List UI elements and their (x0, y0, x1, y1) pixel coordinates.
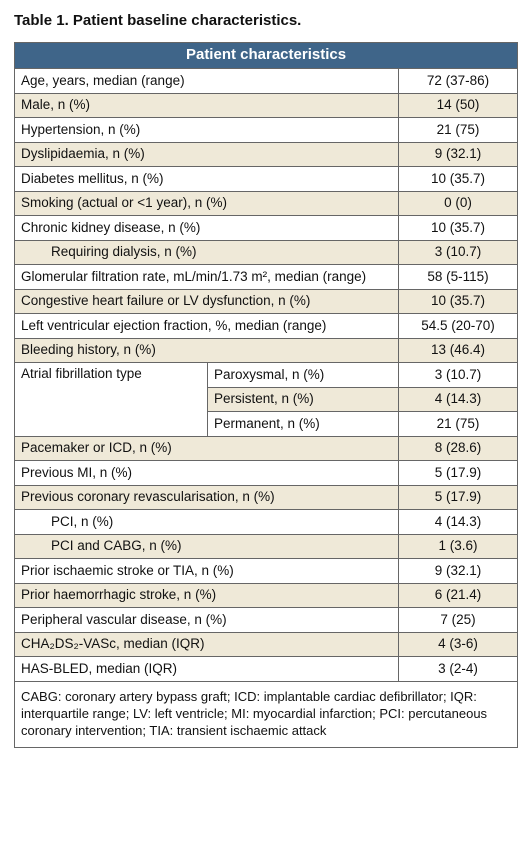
table-row: Persistent, n (%) 4 (14.3) (15, 386, 519, 412)
row-value: 7 (25) (397, 607, 519, 633)
row-value: 3 (2-4) (397, 656, 519, 682)
row-label: Chronic kidney disease, n (%) (14, 215, 399, 241)
row-label: Left ventricular ejection fraction, %, m… (14, 313, 399, 339)
table-row: Prior haemorrhagic stroke, n (%) 6 (21.4) (14, 582, 519, 608)
row-label: Hypertension, n (%) (14, 117, 399, 143)
table-row: PCI and CABG, n (%) 1 (3.6) (14, 533, 519, 559)
row-label: Pacemaker or ICD, n (%) (14, 435, 399, 461)
row-label: Age, years, median (range) (14, 68, 399, 94)
type-label: Paroxysmal, n (%) (207, 362, 399, 388)
row-value: 9 (32.1) (397, 141, 519, 167)
table-body: Age, years, median (range) 72 (37-86) Male… (13, 68, 519, 748)
row-value: 4 (14.3) (397, 386, 519, 412)
row-label: Previous MI, n (%) (14, 460, 399, 486)
row-label: Smoking (actual or <1 year), n (%) (14, 190, 399, 216)
table-row: Pacemaker or ICD, n (%) 8 (28.6) (14, 435, 519, 461)
row-value: 10 (35.7) (397, 166, 519, 192)
row-value: 5 (17.9) (397, 460, 519, 486)
row-label: PCI and CABG, n (%) (14, 533, 399, 559)
table-row: Left ventricular ejection fraction, %, m… (14, 313, 519, 339)
row-value: 4 (14.3) (397, 509, 519, 535)
table-row: Congestive heart failure or LV dysfuncti… (14, 288, 519, 314)
row-value: 58 (5-115) (397, 264, 519, 290)
footnote: CABG: coronary artery bypass graft; ICD:… (13, 680, 519, 748)
table-row: Bleeding history, n (%) 13 (46.4) (14, 337, 519, 363)
table-row: Age, years, median (range) 72 (37-86) (14, 68, 519, 94)
row-value: 3 (10.7) (397, 239, 519, 265)
table-row: Chronic kidney disease, n (%) 10 (35.7) (14, 215, 519, 241)
table-row: CHA₂DS₂-VASc, median (IQR) 4 (3-6) (14, 631, 519, 657)
table-row: PCI, n (%) 4 (14.3) (14, 509, 519, 535)
table-row: Permanent, n (%) 21 (75) (15, 411, 519, 437)
table-row: Previous coronary revascularisation, n (… (14, 484, 519, 510)
row-value: 10 (35.7) (397, 288, 519, 314)
table-row: Dyslipidaemia, n (%) 9 (32.1) (14, 141, 519, 167)
row-value: 3 (10.7) (397, 362, 519, 388)
table-row: Male, n (%) 14 (50) (14, 92, 519, 118)
row-label: Previous coronary revascularisation, n (… (14, 484, 399, 510)
row-value: 1 (3.6) (397, 533, 519, 559)
row-label: HAS-BLED, median (IQR) (14, 656, 399, 682)
table-row: Diabetes mellitus, n (%) 10 (35.7) (14, 166, 519, 192)
row-label: Dyslipidaemia, n (%) (14, 141, 399, 167)
row-value: 72 (37-86) (397, 68, 519, 94)
row-value: 9 (32.1) (397, 558, 519, 584)
row-value: 0 (0) (397, 190, 519, 216)
row-label: Prior ischaemic stroke or TIA, n (%) (14, 558, 399, 584)
row-value: 4 (3-6) (397, 631, 519, 657)
row-label: Prior haemorrhagic stroke, n (%) (14, 582, 399, 608)
type-label: Persistent, n (%) (207, 386, 399, 412)
row-label: Congestive heart failure or LV dysfuncti… (14, 288, 399, 314)
table-header: Patient characteristics (13, 42, 519, 69)
row-label: Requiring dialysis, n (%) (14, 239, 399, 265)
table-row: Hypertension, n (%) 21 (75) (14, 117, 519, 143)
table-row: Requiring dialysis, n (%) 3 (10.7) (14, 239, 519, 265)
table-title: Table 1. Patient baseline characteristic… (14, 12, 302, 29)
row-value: 14 (50) (397, 92, 519, 118)
row-label: PCI, n (%) (14, 509, 399, 535)
row-value: 6 (21.4) (397, 582, 519, 608)
row-label: Peripheral vascular disease, n (%) (14, 607, 399, 633)
row-value: 54.5 (20-70) (397, 313, 519, 339)
table-row: Prior ischaemic stroke or TIA, n (%) 9 (3… (14, 558, 519, 584)
footnote-row: CABG: coronary artery bypass graft; ICD:… (13, 680, 519, 748)
row-value: 10 (35.7) (397, 215, 519, 241)
row-label: Atrial fibrillation type (14, 362, 208, 437)
table-row: Glomerular filtration rate, mL/min/1.73 … (14, 264, 519, 290)
characteristics-table: Patient characteristics Age, years, medi… (13, 42, 519, 748)
header-row: Patient characteristics (13, 42, 519, 69)
table-row: HAS-BLED, median (IQR) 3 (2-4) (14, 656, 519, 682)
table-row: Peripheral vascular disease, n (%) 7 (25) (14, 607, 519, 633)
type-label: Permanent, n (%) (207, 411, 399, 437)
table-row: Atrial fibrillation type Paroxysmal, n (%… (14, 362, 519, 437)
row-label: Diabetes mellitus, n (%) (14, 166, 399, 192)
table-row: Smoking (actual or <1 year), n (%) 0 (0) (14, 190, 519, 216)
row-value: 21 (75) (397, 117, 519, 143)
row-label: Glomerular filtration rate, mL/min/1.73 … (14, 264, 399, 290)
row-value: 13 (46.4) (397, 337, 519, 363)
row-label: Bleeding history, n (%) (14, 337, 399, 363)
row-value: 21 (75) (397, 411, 519, 437)
row-label: CHA₂DS₂-VASc, median (IQR) (14, 631, 399, 657)
row-value: 5 (17.9) (397, 484, 519, 510)
row-label: Male, n (%) (14, 92, 399, 118)
table-row: Previous MI, n (%) 5 (17.9) (14, 460, 519, 486)
row-value: 8 (28.6) (397, 435, 519, 461)
